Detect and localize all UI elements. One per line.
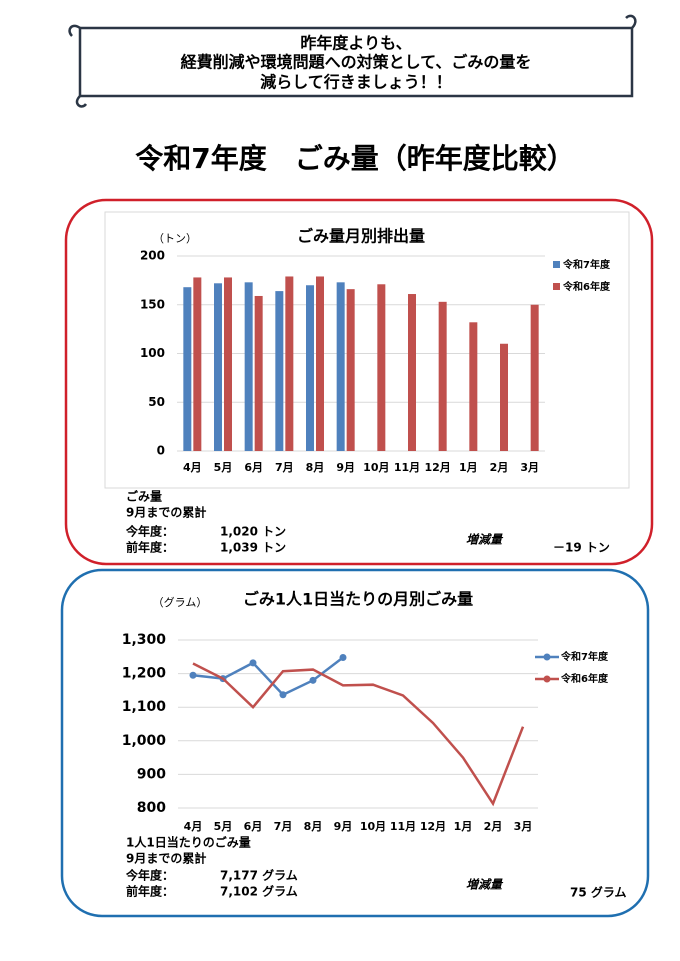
legend-swatch (553, 283, 560, 290)
y-tick-label: 1,300 (122, 632, 167, 648)
summary-value: 7,102 グラム (220, 884, 298, 899)
summary-heading: 1人1日当たりのごみ量 (126, 835, 251, 850)
legend-label: 令和7年度 (562, 258, 611, 271)
line (192, 662, 525, 807)
axis-label: （グラム） (153, 595, 208, 609)
y-tick-label: 0 (157, 444, 165, 458)
banner-line: 経費削減や環境問題への対策として、ごみの量を (181, 53, 532, 72)
diff-label: 増減量 (466, 533, 504, 547)
x-tick-label: 7月 (274, 820, 293, 833)
x-tick-label: 5月 (214, 820, 233, 833)
x-tick-label: 8月 (304, 820, 323, 833)
bar (244, 282, 253, 451)
x-tick-label: 2月 (484, 820, 503, 833)
bar (224, 277, 232, 451)
bar (214, 283, 222, 451)
x-tick-label: 9月 (336, 461, 355, 474)
banner-curl (68, 14, 637, 108)
summary-period: 9月までの累計 (126, 505, 206, 520)
summary-value: 1,020 トン (220, 525, 286, 539)
page-title: 令和7年度 ごみ量（昨年度比較） (135, 142, 574, 175)
x-tick-label: 7月 (275, 461, 294, 474)
y-tick-label: 1,000 (122, 733, 167, 749)
x-tick-label: 3月 (514, 820, 533, 833)
chart-frame (104, 211, 630, 489)
diff-value: 75 グラム (570, 885, 627, 900)
y-tick-label: 1,200 (122, 666, 167, 682)
legend-label: 令和6年度 (562, 280, 611, 293)
summary-value: 7,177 グラム (220, 868, 298, 883)
x-tick-label: 5月 (214, 461, 233, 474)
bar (336, 282, 345, 451)
legend-label: 令和6年度 (560, 672, 609, 685)
frame (60, 568, 650, 918)
line (192, 656, 344, 697)
x-tick-label: 11月 (390, 820, 416, 833)
summary-period: 9月までの累計 (126, 851, 206, 866)
bar (500, 343, 508, 451)
x-tick-label: 11月 (394, 461, 420, 474)
banner-line: 昨年度よりも、 (300, 34, 411, 53)
chart-title: ごみ1人1日当たりの月別ごみ量 (243, 590, 473, 609)
x-tick-label: 1月 (454, 820, 473, 833)
x-tick-label: 9月 (334, 820, 353, 833)
bar (469, 322, 478, 451)
x-tick-label: 6月 (244, 461, 263, 474)
y-tick-label: 50 (148, 395, 165, 409)
y-tick-label: 800 (137, 800, 166, 816)
bar (346, 289, 355, 451)
x-tick-label: 10月 (363, 461, 389, 474)
legend-swatch (553, 261, 560, 268)
bar (275, 291, 284, 451)
point (249, 659, 257, 667)
summary-label: 今年度： (125, 868, 174, 883)
diff-value: －19 トン (553, 541, 610, 555)
banner-scroll (78, 26, 634, 98)
point (189, 671, 197, 679)
bar (285, 276, 294, 451)
point (339, 653, 347, 661)
x-tick-label: 8月 (306, 461, 325, 474)
y-tick-label: 1,100 (122, 699, 167, 715)
y-tick-label: 200 (140, 249, 165, 263)
summary-label: 前年度： (126, 540, 174, 555)
chart-title: ごみ量月別排出量 (297, 227, 425, 246)
x-tick-label: 3月 (520, 461, 539, 474)
bar (377, 284, 386, 451)
x-tick-label: 10月 (360, 820, 386, 833)
bar (316, 276, 324, 451)
x-tick-label: 1月 (459, 461, 478, 474)
x-tick-label: 6月 (244, 820, 263, 833)
x-tick-label: 12月 (425, 461, 451, 474)
point (279, 691, 287, 699)
bar (254, 295, 263, 451)
axis-label: （トン） (153, 232, 197, 245)
bar (306, 285, 314, 451)
bar (438, 301, 447, 451)
y-tick-label: 100 (140, 346, 165, 360)
summary-heading: ごみ量 (126, 489, 162, 504)
x-tick-label: 2月 (490, 461, 509, 474)
banner-line: 減らして行きましょう！！ (260, 73, 452, 92)
x-tick-label: 4月 (184, 820, 203, 833)
bar (408, 294, 416, 451)
point (309, 676, 317, 684)
summary-label: 前年度： (126, 884, 174, 899)
bar (530, 304, 539, 451)
diff-label: 増減量 (466, 878, 504, 892)
x-tick-label: 12月 (420, 820, 446, 833)
y-tick-label: 900 (137, 766, 166, 782)
bar (183, 287, 192, 451)
summary-value: 1,039 トン (220, 541, 286, 555)
bar (193, 277, 202, 451)
legend-dot (543, 675, 551, 683)
legend-label: 令和7年度 (560, 650, 609, 663)
summary-label: 今年度： (125, 524, 174, 539)
legend-dot (543, 653, 551, 661)
y-tick-label: 150 (140, 297, 165, 311)
banner: 昨年度よりも、 経費削減や環境問題への対策として、ごみの量を 減らして行きましょ… (68, 14, 637, 108)
x-tick-label: 4月 (183, 461, 202, 474)
frame (64, 198, 654, 566)
